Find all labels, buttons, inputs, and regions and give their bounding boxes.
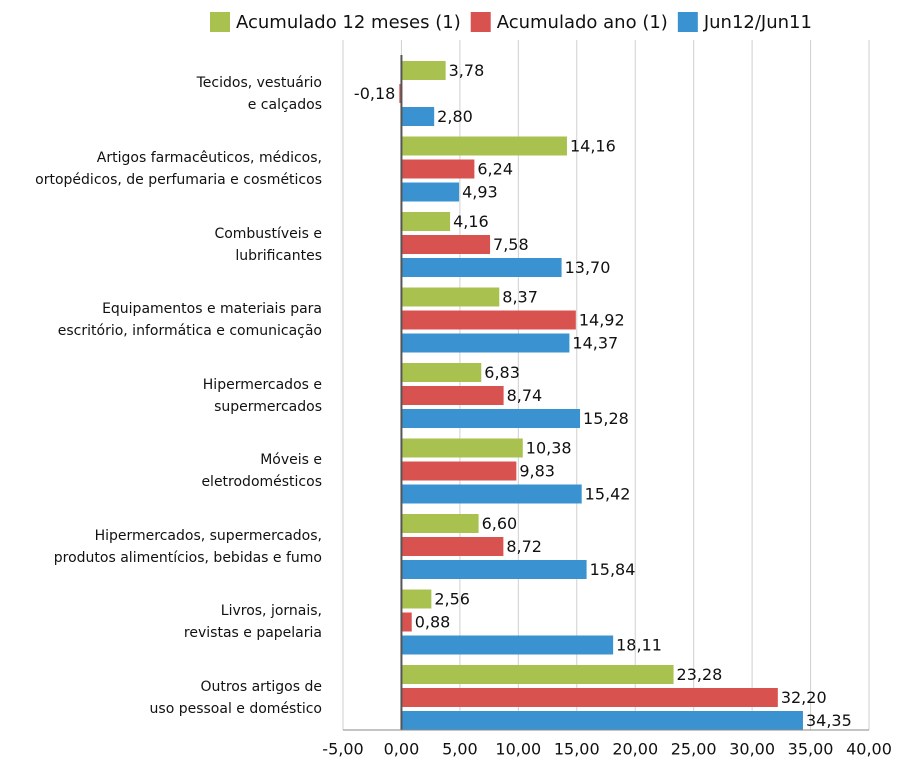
legend-label: Jun12/Jun11 <box>703 12 812 33</box>
value-label: 0,88 <box>415 613 451 632</box>
bar <box>401 333 570 353</box>
bar <box>401 409 581 428</box>
legend-label: Acumulado ano (1) <box>497 12 668 33</box>
value-label: 4,93 <box>462 183 498 202</box>
category-label: Equipamentos e materiais para escritório… <box>57 301 322 339</box>
bar <box>401 386 504 405</box>
bar <box>401 688 778 707</box>
bar <box>401 107 435 126</box>
value-label: 4,16 <box>453 212 489 231</box>
x-tick-label: 15,00 <box>554 740 600 759</box>
bar <box>401 514 479 533</box>
value-label: 15,42 <box>585 485 631 504</box>
legend-swatch <box>210 12 230 32</box>
category-label: Móveis e eletrodomésticos <box>201 452 322 490</box>
value-label: 6,24 <box>477 160 513 179</box>
value-label: 15,84 <box>590 560 636 579</box>
value-label: 9,83 <box>519 462 555 481</box>
value-label: 6,83 <box>484 363 520 382</box>
x-tick-label: 0,00 <box>384 740 420 759</box>
legend-swatch <box>677 12 698 32</box>
x-tick-label: 40,00 <box>846 740 892 759</box>
legend-label: Acumulado 12 meses (1) <box>236 12 461 33</box>
x-tick-label: -5,00 <box>322 740 363 759</box>
category-label: Livros, jornais, revistas e papelaria <box>183 603 322 641</box>
value-label: 6,60 <box>482 514 518 533</box>
category-label: Artigos farmacêuticos, médicos, ortopédi… <box>35 150 322 188</box>
value-label: 10,38 <box>526 439 572 458</box>
bar <box>401 665 674 684</box>
bar <box>401 310 576 330</box>
bar <box>401 589 432 609</box>
category-label: Hipermercados e supermercados <box>202 376 322 415</box>
value-label: 13,70 <box>565 258 611 277</box>
value-label: 14,16 <box>570 137 616 156</box>
bar <box>401 61 446 80</box>
bar <box>401 258 562 277</box>
value-label: -0,18 <box>354 84 395 103</box>
category-label: Hipermercados, supermercados, produtos a… <box>53 527 322 566</box>
value-label: 7,58 <box>493 235 529 254</box>
bar <box>401 136 567 156</box>
value-label: 15,28 <box>583 409 629 428</box>
category-label: Tecidos, vestuário e calçados <box>196 74 322 113</box>
value-label: 34,35 <box>806 711 852 730</box>
bar <box>401 612 412 632</box>
bar <box>401 461 517 481</box>
bar <box>399 84 402 103</box>
value-label: 23,28 <box>677 665 723 684</box>
category-label: Combustíveis e lubrificantes <box>214 225 322 264</box>
legend-swatch <box>470 12 491 32</box>
x-tick-label: 25,00 <box>671 740 717 759</box>
value-label: 2,56 <box>434 590 470 609</box>
value-label: 18,11 <box>616 636 662 655</box>
bar <box>401 711 803 730</box>
bar <box>401 537 504 556</box>
bar <box>401 182 460 202</box>
value-label: 2,80 <box>437 107 473 126</box>
bar <box>401 484 582 504</box>
bar <box>401 363 482 382</box>
bar <box>401 235 491 254</box>
bar <box>401 560 587 579</box>
x-tick-label: 5,00 <box>442 740 478 759</box>
value-label: 32,20 <box>781 688 827 707</box>
x-tick-label: 30,00 <box>729 740 775 759</box>
bar <box>401 287 500 307</box>
bar <box>401 635 614 655</box>
value-label: 8,72 <box>506 537 542 556</box>
category-label: Outros artigos de uso pessoal e doméstic… <box>149 678 322 717</box>
value-label: 8,37 <box>502 288 538 307</box>
value-label: 8,74 <box>507 386 543 405</box>
bar <box>401 212 451 231</box>
value-label: 14,92 <box>579 311 625 330</box>
bar <box>401 159 475 179</box>
x-tick-label: 10,00 <box>495 740 541 759</box>
x-tick-label: 35,00 <box>788 740 834 759</box>
x-tick-label: 20,00 <box>612 740 658 759</box>
value-label: 14,37 <box>572 334 618 353</box>
value-label: 3,78 <box>449 61 485 80</box>
bar <box>401 438 523 458</box>
